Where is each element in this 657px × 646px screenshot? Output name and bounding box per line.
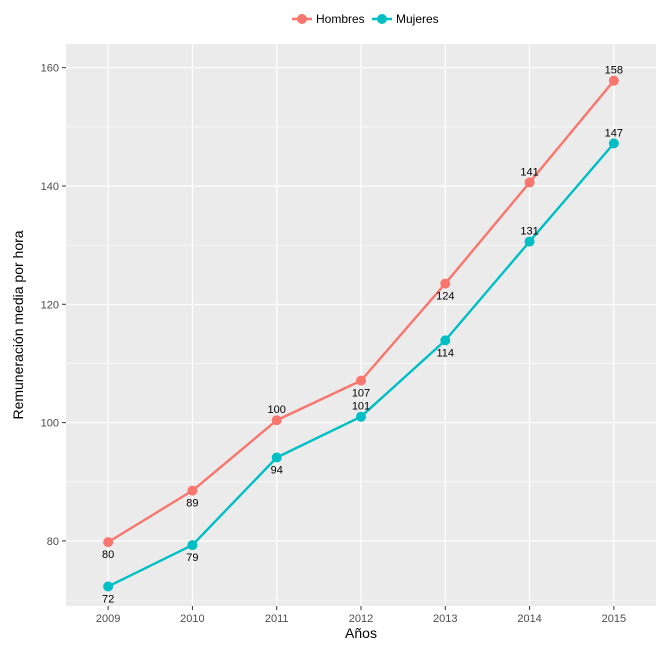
legend-label-mujeres: Mujeres <box>396 12 439 26</box>
x-tick-label: 2014 <box>517 613 541 625</box>
data-label-mujeres: 114 <box>437 347 455 359</box>
data-point-mujeres <box>440 335 451 346</box>
data-labels: 80 89 100 107 124 141 158 72 79 94 101 114 131 147 <box>102 65 623 606</box>
y-axis: 80 100 120 140 160 <box>41 63 66 548</box>
data-point-hombres <box>356 375 366 386</box>
data-label-hombres: 124 <box>436 291 454 303</box>
x-axis-title: Años <box>345 625 377 641</box>
x-axis: 2009 2010 2011 2012 2013 2014 2015 <box>96 606 626 625</box>
y-tick-label: 100 <box>41 418 59 430</box>
data-point-mujeres <box>187 540 198 551</box>
data-point-hombres <box>608 75 619 86</box>
data-label-hombres: 80 <box>102 549 114 561</box>
y-tick-label: 80 <box>47 536 59 548</box>
data-point-hombres <box>103 537 114 548</box>
y-tick-label: 140 <box>41 181 59 193</box>
y-axis-title: Remuneración media por hora <box>10 230 26 419</box>
data-point-mujeres <box>608 138 619 149</box>
data-point-mujeres <box>356 411 366 422</box>
x-tick-label: 2010 <box>180 613 204 625</box>
x-tick-label: 2015 <box>602 613 626 625</box>
data-point-hombres <box>524 177 535 188</box>
grid-lines <box>66 44 656 606</box>
data-label-hombres: 107 <box>352 388 370 400</box>
data-label-hombres: 100 <box>268 404 286 416</box>
data-label-mujeres: 72 <box>102 593 114 605</box>
data-point-hombres <box>271 415 282 426</box>
data-point-mujeres <box>524 236 535 247</box>
data-label-hombres: 141 <box>520 166 538 178</box>
legend-label-hombres: Hombres <box>316 12 365 26</box>
y-tick-label: 120 <box>41 299 59 311</box>
data-point-hombres <box>440 278 451 289</box>
data-label-mujeres: 94 <box>271 465 283 477</box>
data-label-mujeres: 79 <box>186 552 198 564</box>
x-tick-label: 2009 <box>96 613 120 625</box>
x-tick-label: 2011 <box>265 613 289 625</box>
x-tick-label: 2012 <box>349 613 373 625</box>
data-point-mujeres <box>271 452 282 463</box>
data-label-mujeres: 101 <box>352 401 370 413</box>
data-point-mujeres <box>103 581 114 592</box>
data-label-mujeres: 147 <box>605 127 623 139</box>
data-label-hombres: 89 <box>186 498 198 510</box>
legend: Hombres Mujeres <box>292 12 439 26</box>
y-tick-label: 160 <box>41 63 59 75</box>
series-layer <box>103 75 619 592</box>
data-point-hombres <box>187 485 198 496</box>
legend-key-point <box>377 14 387 24</box>
data-label-mujeres: 131 <box>520 226 538 238</box>
data-label-hombres: 158 <box>605 65 623 77</box>
x-tick-label: 2013 <box>433 613 457 625</box>
legend-key-point <box>297 14 307 24</box>
